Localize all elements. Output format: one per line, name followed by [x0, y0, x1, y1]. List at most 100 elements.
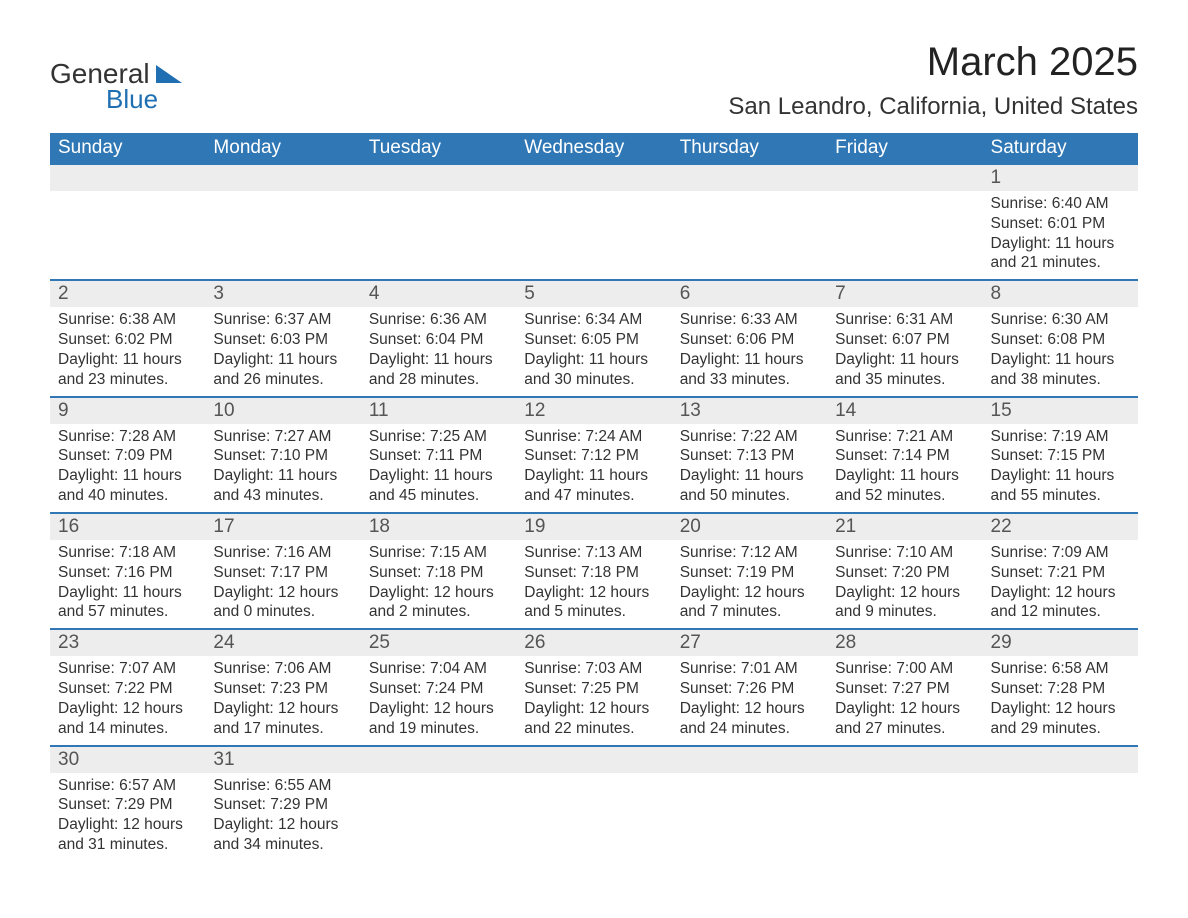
day-detail: Sunrise: 7:21 AMSunset: 7:14 PMDaylight:… [827, 424, 982, 512]
day-number: 20 [672, 514, 827, 540]
sunset-text: Sunset: 7:22 PM [58, 679, 197, 699]
day-header: Thursday [672, 133, 827, 164]
day-number: 2 [50, 281, 205, 307]
sunrise-text: Sunrise: 6:33 AM [680, 310, 819, 330]
sunrise-text: Sunrise: 7:28 AM [58, 427, 197, 447]
day-detail: Sunrise: 7:25 AMSunset: 7:11 PMDaylight:… [361, 424, 516, 512]
day-cell-number: 30 [50, 746, 205, 773]
sunset-text: Sunset: 6:06 PM [680, 330, 819, 350]
day-detail: Sunrise: 6:55 AMSunset: 7:29 PMDaylight:… [205, 773, 360, 861]
day-detail: Sunrise: 7:19 AMSunset: 7:15 PMDaylight:… [983, 424, 1138, 512]
sunrise-text: Sunrise: 7:09 AM [991, 543, 1130, 563]
day-detail: Sunrise: 7:12 AMSunset: 7:19 PMDaylight:… [672, 540, 827, 628]
sunset-text: Sunset: 7:14 PM [835, 446, 974, 466]
day-cell-detail [516, 191, 671, 280]
sunrise-text: Sunrise: 7:27 AM [213, 427, 352, 447]
day-number: 1 [983, 165, 1138, 191]
daylight-text: Daylight: 12 hours and 27 minutes. [835, 699, 974, 739]
calendar-body: 1 Sunrise: 6:40 AMSunset: 6:01 PM Daylight… [50, 164, 1138, 861]
day-cell-detail: Sunrise: 7:10 AMSunset: 7:20 PMDaylight:… [827, 540, 982, 629]
sunrise-text: Sunrise: 6:30 AM [991, 310, 1130, 330]
day-cell-detail: Sunrise: 7:24 AMSunset: 7:12 PMDaylight:… [516, 424, 671, 513]
day-cell-detail: Sunrise: 7:00 AMSunset: 7:27 PMDaylight:… [827, 656, 982, 745]
day-header: Wednesday [516, 133, 671, 164]
day-cell-detail [672, 773, 827, 861]
day-cell-number [516, 746, 671, 773]
daylight-text: Daylight: 11 hours and 35 minutes. [835, 350, 974, 390]
day-number: 24 [205, 630, 360, 656]
sunrise-text: Sunrise: 7:12 AM [680, 543, 819, 563]
sunrise-text: Sunrise: 7:00 AM [835, 659, 974, 679]
sunrise-text: Sunrise: 6:40 AM [991, 194, 1130, 214]
day-cell-number: 21 [827, 513, 982, 540]
daylight-text: Daylight: 11 hours and 38 minutes. [991, 350, 1130, 390]
day-cell-number: 24 [205, 629, 360, 656]
day-number: 10 [205, 398, 360, 424]
day-cell-detail: Sunrise: 7:04 AMSunset: 7:24 PMDaylight:… [361, 656, 516, 745]
day-number: 3 [205, 281, 360, 307]
daylight-text: Daylight: 12 hours and 19 minutes. [369, 699, 508, 739]
day-cell-detail [205, 191, 360, 280]
daylight-text: Daylight: 11 hours and 47 minutes. [524, 466, 663, 506]
week-daynum-row: 2345678 [50, 280, 1138, 307]
day-number [516, 747, 671, 773]
sunrise-text: Sunrise: 7:03 AM [524, 659, 663, 679]
day-number: 11 [361, 398, 516, 424]
day-detail: Sunrise: 7:27 AMSunset: 7:10 PMDaylight:… [205, 424, 360, 512]
day-number: 14 [827, 398, 982, 424]
day-detail: Sunrise: 6:33 AMSunset: 6:06 PMDaylight:… [672, 307, 827, 395]
day-cell-detail [983, 773, 1138, 861]
day-cell-detail: Sunrise: 7:18 AMSunset: 7:16 PMDaylight:… [50, 540, 205, 629]
day-number: 19 [516, 514, 671, 540]
day-number [50, 165, 205, 191]
day-number: 7 [827, 281, 982, 307]
day-cell-number: 22 [983, 513, 1138, 540]
daylight-text: Daylight: 11 hours and 33 minutes. [680, 350, 819, 390]
day-detail: Sunrise: 7:13 AMSunset: 7:18 PMDaylight:… [516, 540, 671, 628]
day-number [672, 747, 827, 773]
calendar-head: SundayMondayTuesdayWednesdayThursdayFrid… [50, 133, 1138, 164]
day-detail: Sunrise: 7:22 AMSunset: 7:13 PMDaylight:… [672, 424, 827, 512]
day-header-row: SundayMondayTuesdayWednesdayThursdayFrid… [50, 133, 1138, 164]
day-cell-number [672, 746, 827, 773]
sunset-text: Sunset: 6:01 PM [991, 214, 1130, 234]
day-cell-detail: Sunrise: 6:36 AMSunset: 6:04 PMDaylight:… [361, 307, 516, 396]
daylight-text: Daylight: 11 hours and 30 minutes. [524, 350, 663, 390]
day-cell-detail: Sunrise: 7:28 AMSunset: 7:09 PMDaylight:… [50, 424, 205, 513]
day-detail [50, 191, 205, 269]
sunset-text: Sunset: 7:29 PM [58, 795, 197, 815]
day-number: 29 [983, 630, 1138, 656]
day-detail: Sunrise: 7:01 AMSunset: 7:26 PMDaylight:… [672, 656, 827, 744]
day-cell-detail: Sunrise: 7:19 AMSunset: 7:15 PMDaylight:… [983, 424, 1138, 513]
daylight-text: Daylight: 11 hours and 57 minutes. [58, 583, 197, 623]
day-cell-number: 17 [205, 513, 360, 540]
day-number: 25 [361, 630, 516, 656]
logo-wedge-icon [156, 65, 182, 83]
day-detail: Sunrise: 7:28 AMSunset: 7:09 PMDaylight:… [50, 424, 205, 512]
day-number: 27 [672, 630, 827, 656]
daylight-text: Daylight: 12 hours and 22 minutes. [524, 699, 663, 739]
week-daynum-row: 16171819202122 [50, 513, 1138, 540]
day-detail: Sunrise: 6:57 AMSunset: 7:29 PMDaylight:… [50, 773, 205, 861]
sunrise-text: Sunrise: 6:37 AM [213, 310, 352, 330]
day-header: Tuesday [361, 133, 516, 164]
sunset-text: Sunset: 6:07 PM [835, 330, 974, 350]
day-detail: Sunrise: 7:07 AMSunset: 7:22 PMDaylight:… [50, 656, 205, 744]
day-detail [516, 773, 671, 851]
page-header: General Blue March 2025 San Leandro, Cal… [50, 40, 1138, 121]
sunset-text: Sunset: 7:23 PM [213, 679, 352, 699]
day-cell-number [827, 164, 982, 191]
day-cell-number [205, 164, 360, 191]
daylight-text: Daylight: 12 hours and 7 minutes. [680, 583, 819, 623]
day-cell-number: 25 [361, 629, 516, 656]
daylight-text: Daylight: 11 hours and 28 minutes. [369, 350, 508, 390]
day-detail: Sunrise: 7:16 AMSunset: 7:17 PMDaylight:… [205, 540, 360, 628]
day-cell-number: 31 [205, 746, 360, 773]
day-detail: Sunrise: 7:18 AMSunset: 7:16 PMDaylight:… [50, 540, 205, 628]
day-cell-number: 8 [983, 280, 1138, 307]
day-number: 28 [827, 630, 982, 656]
day-cell-number: 27 [672, 629, 827, 656]
day-detail: Sunrise: 7:09 AMSunset: 7:21 PMDaylight:… [983, 540, 1138, 628]
sunrise-text: Sunrise: 7:10 AM [835, 543, 974, 563]
sunset-text: Sunset: 7:09 PM [58, 446, 197, 466]
